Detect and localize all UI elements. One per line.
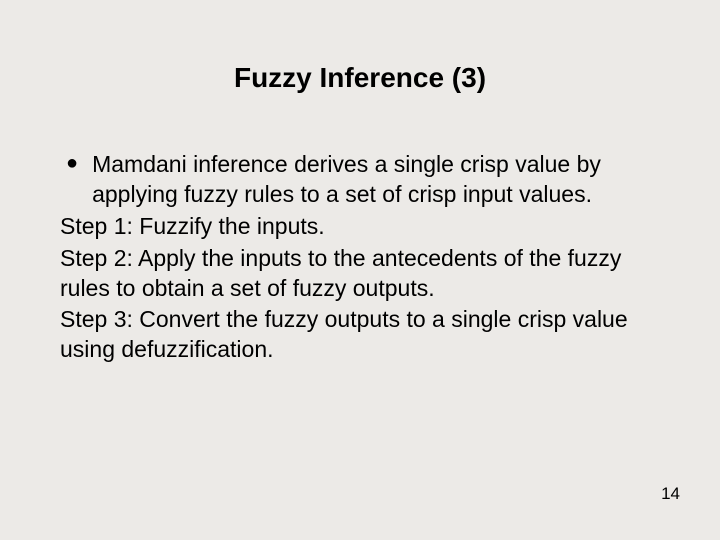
step-line: Step 3: Convert the fuzzy outputs to a s… <box>60 305 660 365</box>
bullet-item: ● Mamdani inference derives a single cri… <box>60 150 660 210</box>
page-number: 14 <box>661 484 680 504</box>
slide: Fuzzy Inference (3) ● Mamdani inference … <box>0 0 720 540</box>
step-line: Step 2: Apply the inputs to the antecede… <box>60 244 660 304</box>
bullet-text: Mamdani inference derives a single crisp… <box>92 150 660 210</box>
step-line: Step 1: Fuzzify the inputs. <box>60 212 660 242</box>
slide-body: ● Mamdani inference derives a single cri… <box>0 114 720 365</box>
bullet-icon: ● <box>60 150 92 176</box>
slide-title: Fuzzy Inference (3) <box>0 0 720 114</box>
